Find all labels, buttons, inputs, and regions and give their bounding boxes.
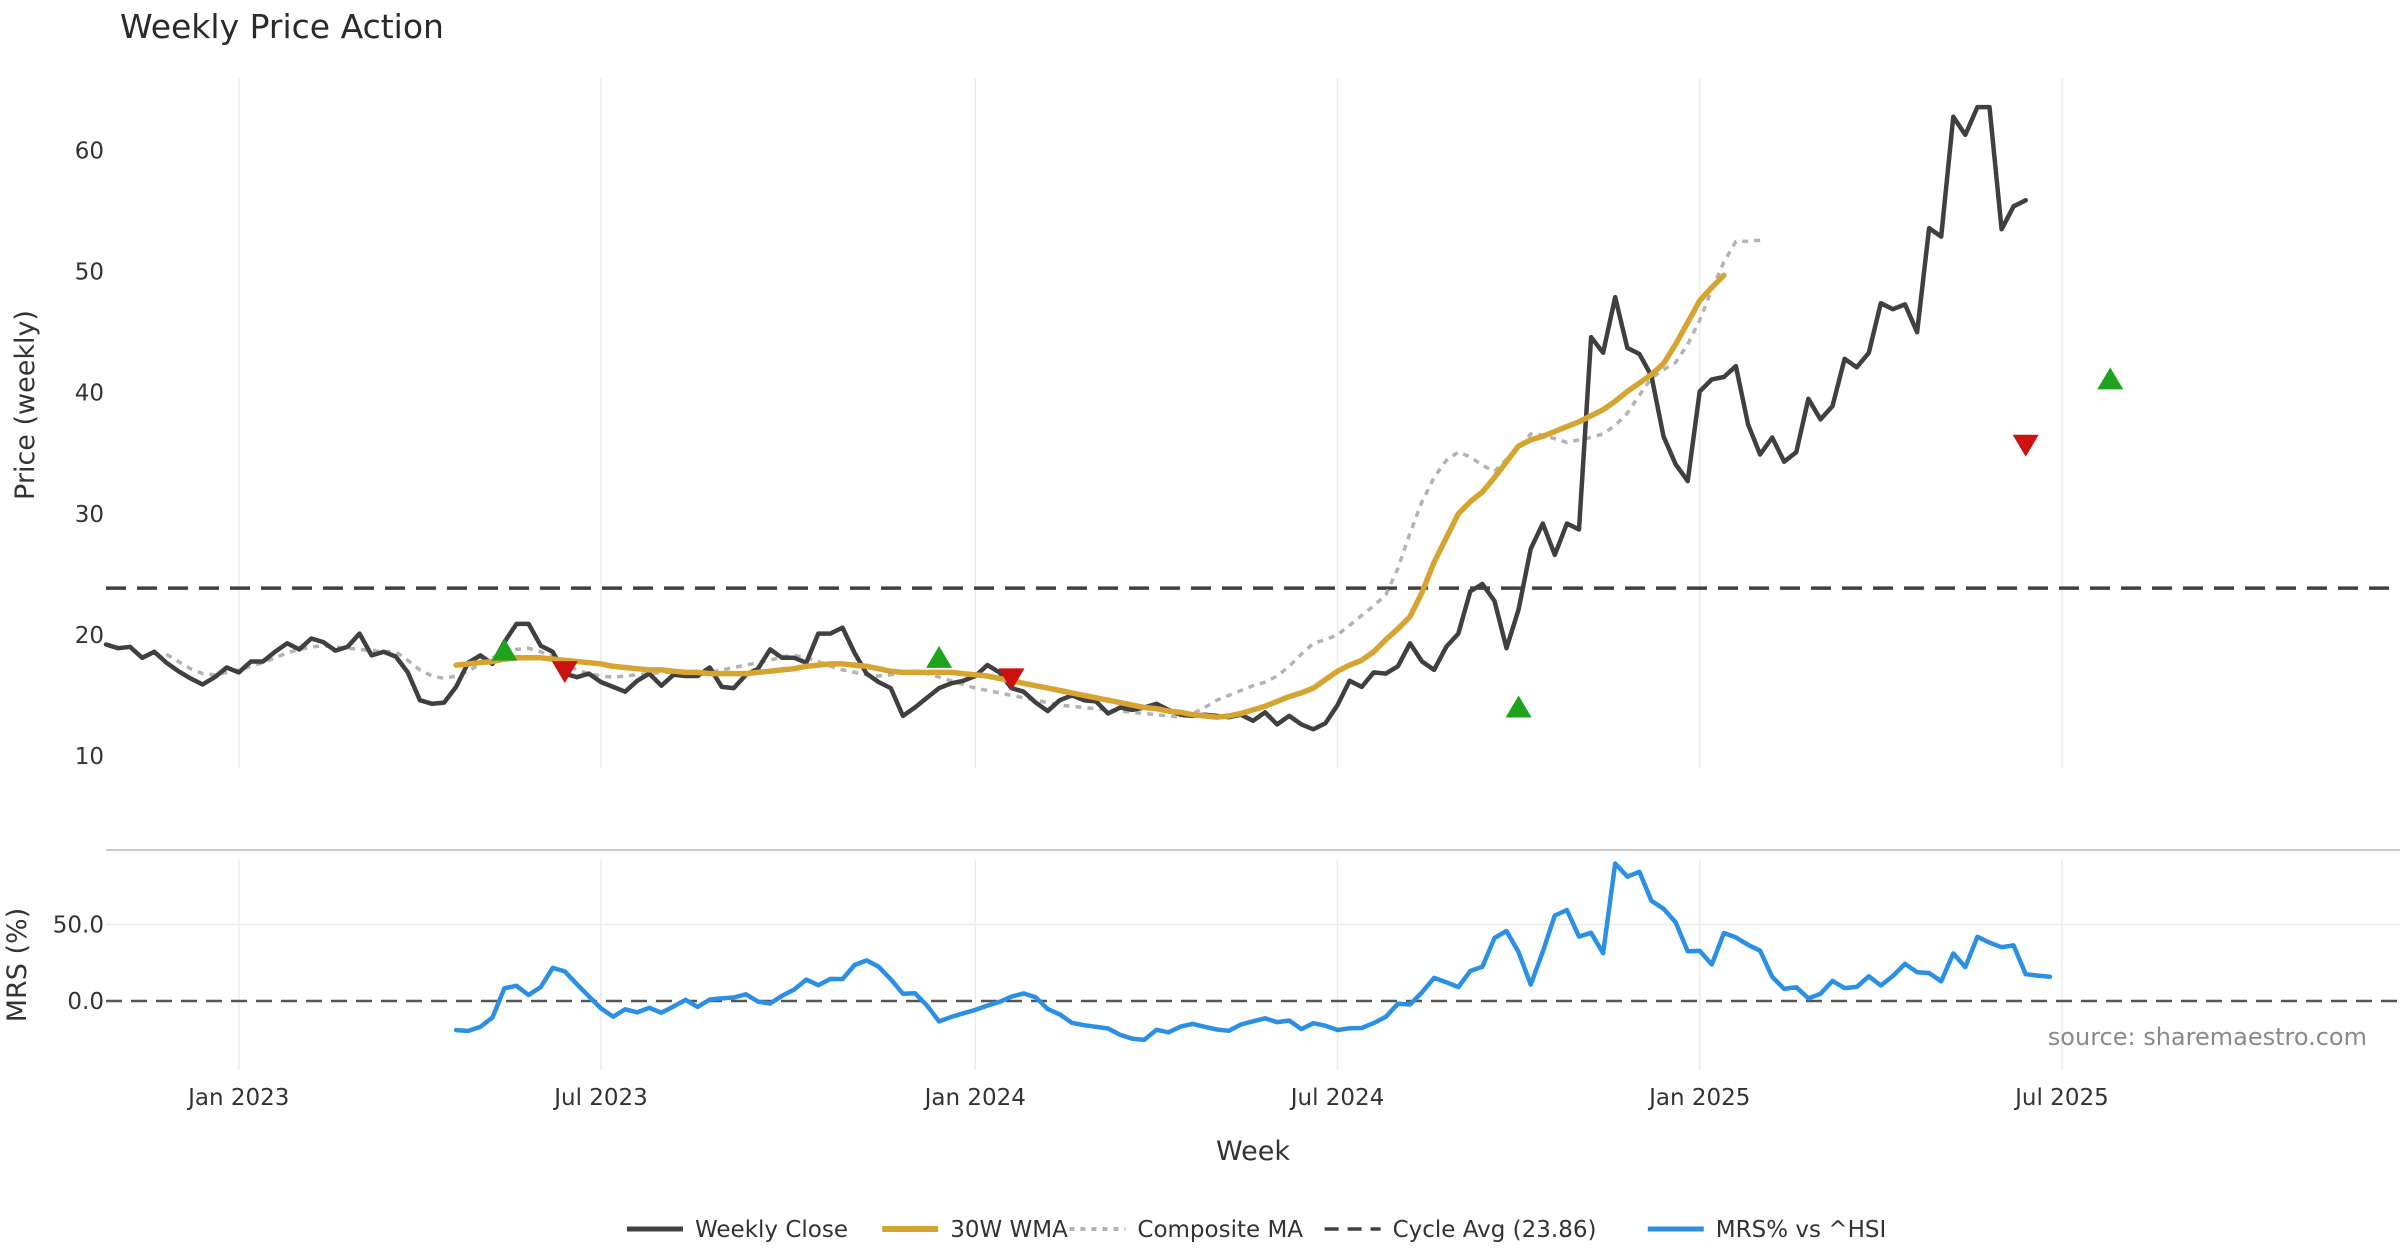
legend-item-label: Composite MA [1137,1217,1303,1243]
price-y-tick-label: 20 [75,623,104,649]
source-label: source: sharemaestro.com [2048,1023,2367,1051]
x-tick-label: Jul 2025 [2013,1085,2109,1111]
x-tick-label: Jul 2023 [552,1085,648,1111]
buy-signal-marker [2097,367,2124,390]
wma-30w-line [453,272,1727,720]
sell-signal-marker [551,661,578,684]
x-tick-label: Jan 2023 [186,1085,289,1111]
buy-signal-marker [1505,695,1532,718]
sell-signal-marker [998,668,1025,691]
sell-signal-marker [2012,434,2039,457]
mrs-y-tick-label: 50.0 [53,912,104,938]
chart-title: Weekly Price Action [120,7,444,46]
price-y-tick-label: 60 [75,139,104,165]
buy-signal-marker [926,645,953,668]
x-axis-label: Week [1216,1136,1290,1167]
price-y-tick-label: 50 [75,260,104,286]
buy-signal-marker [491,638,518,661]
composite-ma-line [165,238,1761,719]
mrs-y-tick-label: 0.0 [67,989,104,1015]
x-tick-label: Jan 2024 [923,1085,1026,1111]
price-y-tick-label: 40 [75,381,104,407]
weekly-close-line [103,104,2028,732]
legend-item-label: 30W WMA [950,1217,1068,1243]
mrs-line [453,861,2053,1043]
price-y-axis-label: Price (weekly) [10,310,41,500]
mrs-y-axis-label: MRS (%) [2,908,33,1023]
x-tick-label: Jul 2024 [1289,1085,1385,1111]
legend: Weekly Close 30W WMA Composite MA Cycle Avg… [627,1217,1886,1243]
price-y-tick-label: 30 [75,502,104,528]
x-tick-label: Jan 2025 [1647,1085,1750,1111]
legend-item-label: MRS% vs ^HSI [1716,1217,1886,1243]
price-y-tick-label: 10 [75,744,104,770]
legend-item-label: Cycle Avg (23.86) [1393,1217,1597,1243]
legend-item-label: Weekly Close [695,1217,848,1243]
